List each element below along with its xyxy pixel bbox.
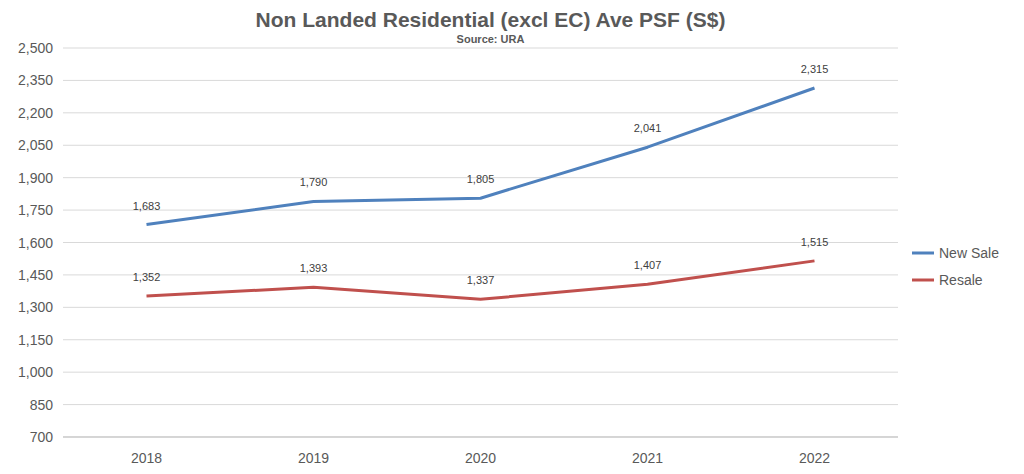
legend-swatch bbox=[912, 252, 934, 255]
chart-title: Non Landed Residential (excl EC) Ave PSF… bbox=[256, 8, 726, 31]
data-label: 2,041 bbox=[634, 122, 662, 134]
data-label: 1,805 bbox=[467, 173, 495, 185]
grid-line bbox=[63, 372, 898, 373]
grid-line bbox=[63, 210, 898, 211]
grid-line bbox=[63, 242, 898, 243]
legend: New Sale Resale bbox=[912, 245, 999, 288]
chart-container: Non Landed Residential (excl EC) Ave PSF… bbox=[0, 0, 1024, 474]
legend-label: Resale bbox=[939, 272, 983, 288]
y-tick-label: 2,500 bbox=[18, 40, 53, 56]
legend-label: New Sale bbox=[939, 245, 999, 261]
chart-svg: Non Landed Residential (excl EC) Ave PSF… bbox=[0, 0, 1024, 474]
grid-line bbox=[63, 48, 898, 49]
grid-line bbox=[63, 145, 898, 146]
grid bbox=[63, 48, 898, 437]
y-tick-label: 1,000 bbox=[18, 364, 53, 380]
y-tick-label: 1,750 bbox=[18, 202, 53, 218]
data-labels: 1,683 1,790 1,805 2,041 2,315 1,352 1,393 1,337… bbox=[133, 63, 829, 286]
data-label: 1,337 bbox=[467, 274, 495, 286]
series-group bbox=[147, 88, 815, 299]
data-label: 1,515 bbox=[801, 236, 829, 248]
data-label: 2,315 bbox=[801, 63, 829, 75]
grid-line bbox=[63, 404, 898, 405]
data-label: 1,790 bbox=[300, 176, 328, 188]
y-tick-label: 1,150 bbox=[18, 332, 53, 348]
series-line bbox=[147, 88, 815, 225]
x-tick-label: 2022 bbox=[799, 450, 830, 466]
x-tick-label: 2020 bbox=[465, 450, 496, 466]
x-tick-label: 2019 bbox=[298, 450, 329, 466]
data-label: 1,352 bbox=[133, 271, 161, 283]
x-tick-label: 2018 bbox=[131, 450, 162, 466]
data-label: 1,407 bbox=[634, 259, 662, 271]
data-label: 1,393 bbox=[300, 262, 328, 274]
y-tick-label: 850 bbox=[30, 397, 54, 413]
grid-line bbox=[63, 307, 898, 308]
y-tick-label: 1,300 bbox=[18, 299, 53, 315]
x-axis-line bbox=[63, 437, 898, 438]
grid-line bbox=[63, 437, 898, 438]
y-tick-label: 2,200 bbox=[18, 105, 53, 121]
data-label: 1,683 bbox=[133, 200, 161, 212]
y-tick-label: 2,050 bbox=[18, 137, 53, 153]
grid-line bbox=[63, 112, 898, 113]
y-tick-label: 2,350 bbox=[18, 72, 53, 88]
y-tick-label: 1,600 bbox=[18, 235, 53, 251]
chart-subtitle: Source: URA bbox=[457, 33, 525, 45]
y-tick-label: 1,450 bbox=[18, 267, 53, 283]
x-tick-label: 2021 bbox=[632, 450, 663, 466]
y-tick-label: 1,900 bbox=[18, 170, 53, 186]
legend-swatch bbox=[912, 279, 934, 282]
series-line bbox=[147, 261, 815, 299]
grid-line bbox=[63, 80, 898, 81]
grid-line bbox=[63, 339, 898, 340]
y-tick-label: 700 bbox=[30, 429, 54, 445]
